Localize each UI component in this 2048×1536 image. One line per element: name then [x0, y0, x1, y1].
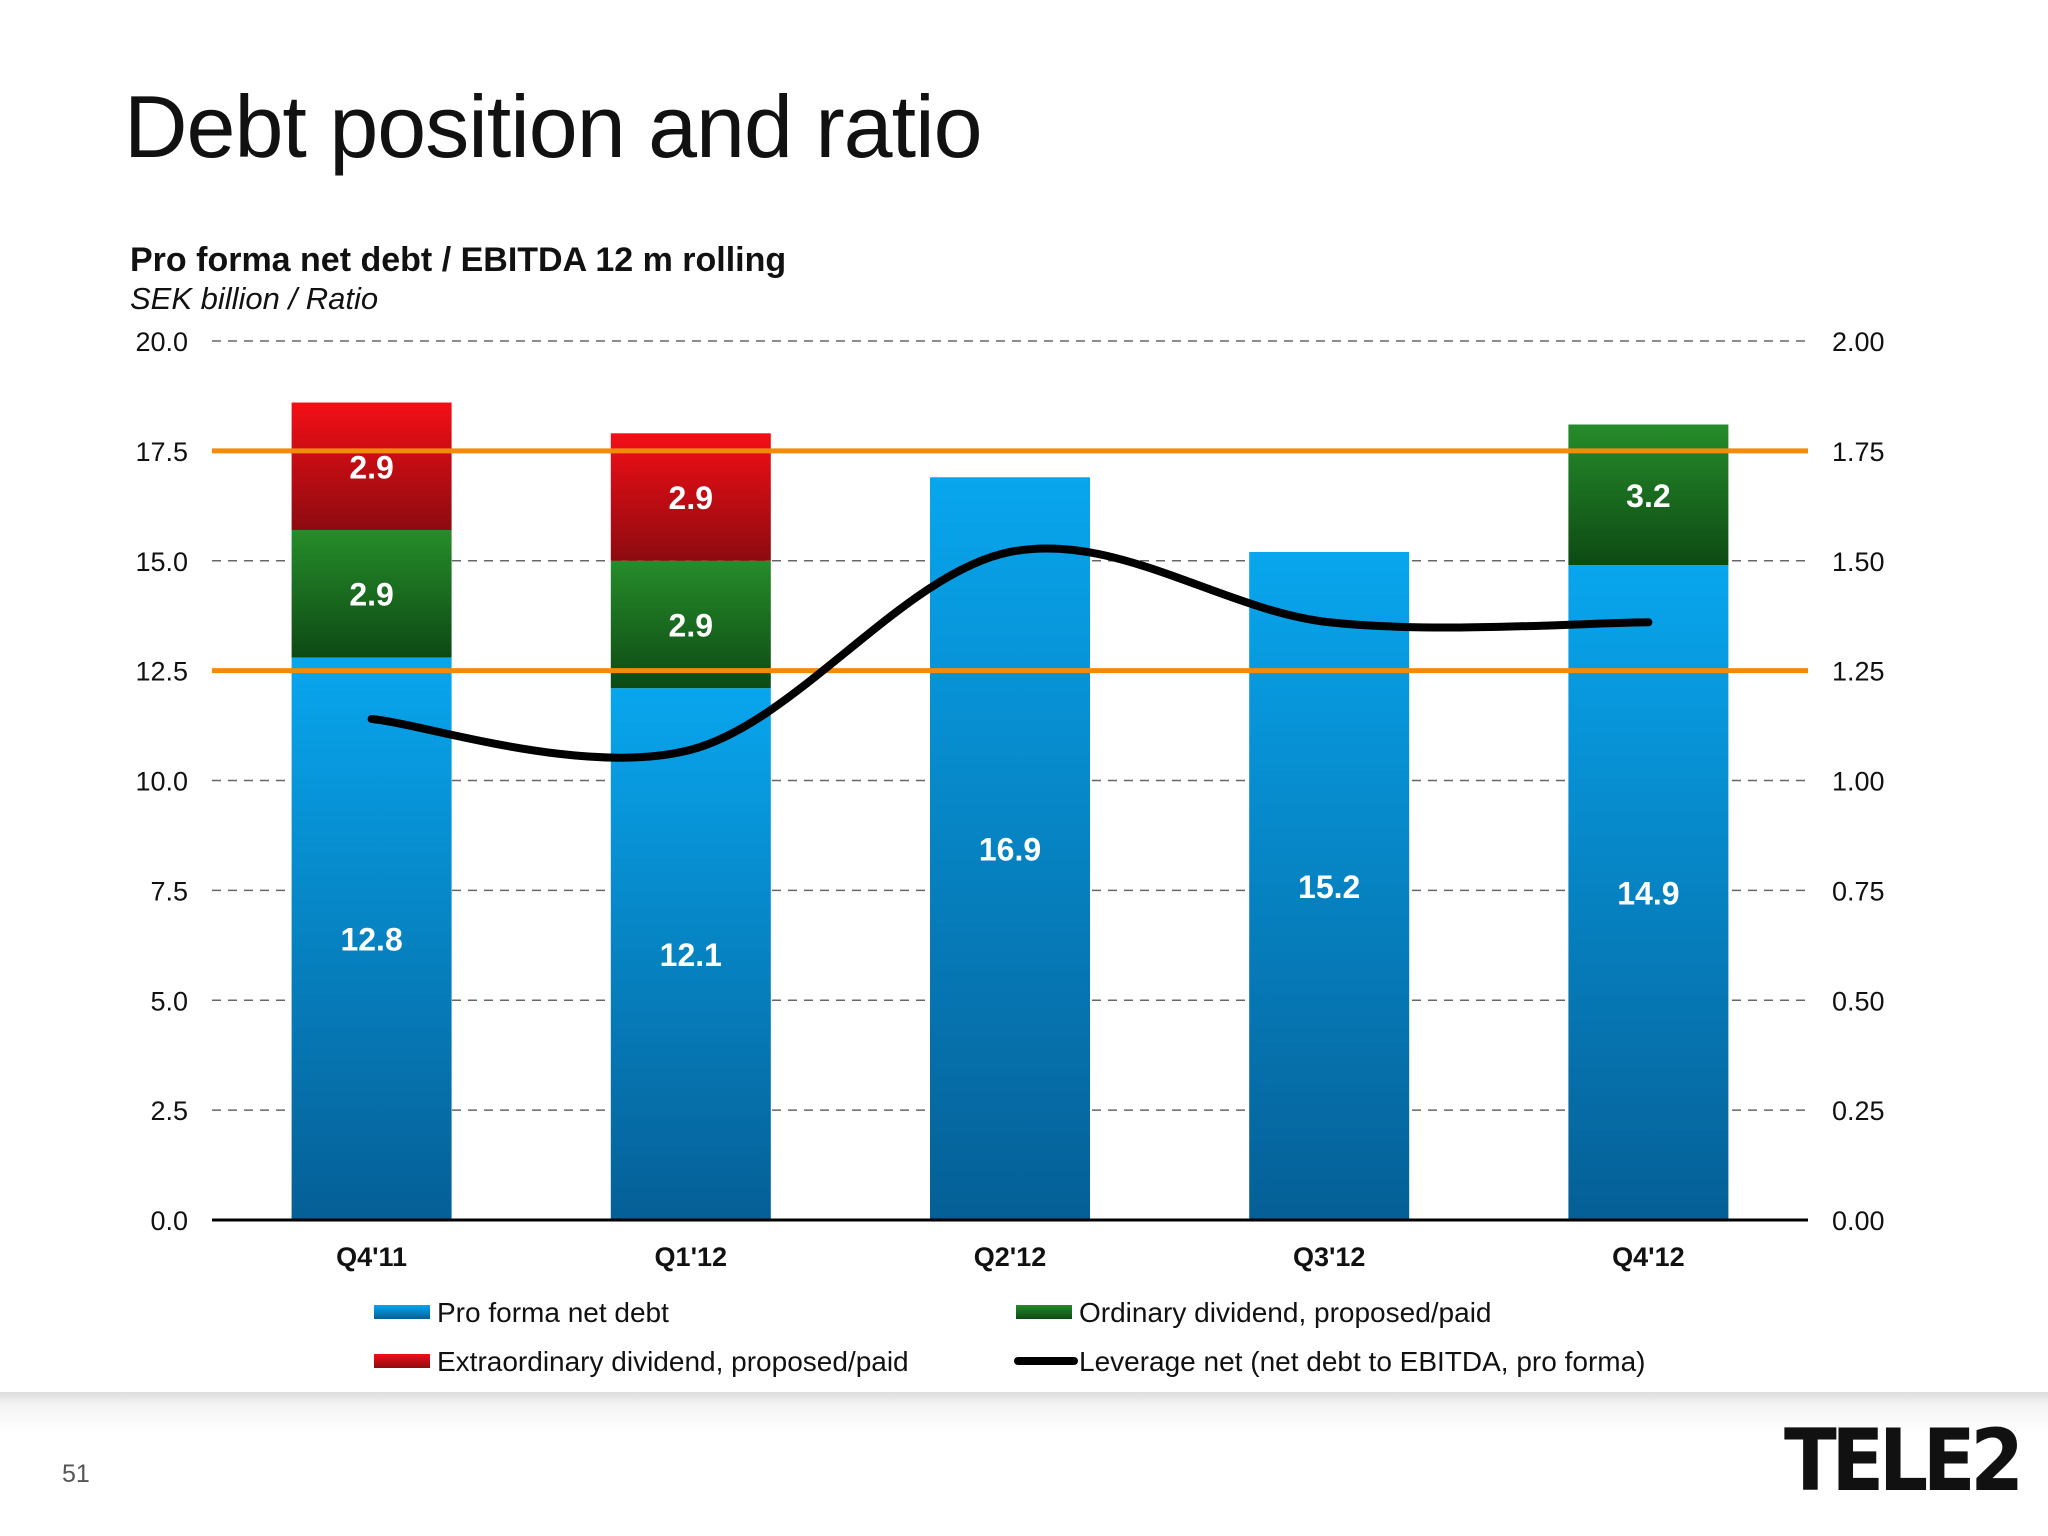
legend-swatch [374, 1354, 430, 1368]
bar-ordinary-dividend [291, 529, 452, 658]
bar-layer [291, 402, 1729, 1220]
y2-tick-label: 1.25 [1832, 657, 1885, 687]
data-label: 2.9 [349, 577, 393, 613]
x-tick-label: Q4'11 [336, 1242, 407, 1272]
legend-item-leverage: Leverage net (net debt to EBITDA, pro fo… [1014, 1346, 1646, 1377]
y2-tick-label: 0.50 [1832, 986, 1885, 1016]
y2-tick-label: 2.00 [1832, 327, 1885, 357]
bar-extraordinary-dividend [291, 402, 452, 530]
legend-item-ordinary-dividend: Ordinary dividend, proposed/paid [1016, 1297, 1491, 1328]
y2-tick-label: 1.00 [1832, 767, 1885, 797]
y-tick-label: 5.0 [150, 986, 188, 1016]
footer-band [0, 1392, 2048, 1536]
y-tick-label: 17.5 [135, 437, 188, 467]
bar-extraordinary-dividend [610, 433, 771, 561]
data-label-layer: 12.8 2.9 2.9 12.1 2.9 2.9 16.9 15.2 14.9 3.2 [340, 449, 1679, 973]
data-label: 12.1 [660, 937, 722, 973]
y-tick-label: 15.0 [135, 547, 188, 577]
legend: Pro forma net debt Ordinary dividend, pro… [374, 1297, 1646, 1377]
legend-label: Extraordinary dividend, proposed/paid [437, 1346, 909, 1377]
slide-title: Debt position and ratio [124, 77, 983, 176]
y-tick-label: 7.5 [150, 876, 188, 906]
bar-ordinary-dividend [1568, 424, 1729, 566]
data-label: 3.2 [1626, 478, 1670, 514]
bar-net-debt [1249, 551, 1410, 1220]
y2-tick-label: 0.25 [1832, 1096, 1885, 1126]
legend-label: Ordinary dividend, proposed/paid [1079, 1297, 1491, 1328]
bar-net-debt [610, 688, 771, 1220]
x-tick-label: Q1'12 [655, 1242, 727, 1272]
data-label: 2.9 [349, 449, 393, 485]
bar-net-debt [930, 477, 1090, 1220]
y-tick-label: 20.0 [135, 327, 188, 357]
debt-ratio-chart: 12.82.92.912.12.92.916.915.2 14.93.2 0.0 0… [135, 327, 1884, 1377]
bar-net-debt [1568, 565, 1729, 1220]
bar-ordinary-dividend [610, 560, 771, 689]
legend-swatch [374, 1305, 430, 1319]
x-tick-label: Q2'12 [974, 1242, 1046, 1272]
y2-tick-label: 1.50 [1832, 547, 1885, 577]
data-label: 14.9 [1617, 876, 1679, 912]
legend-label: Pro forma net debt [437, 1297, 669, 1328]
brand-logo: TELE2 [1784, 1411, 2024, 1511]
page-number: 51 [62, 1460, 90, 1488]
chart-subtitle: SEK billion / Ratio [130, 281, 379, 316]
legend-item-extraordinary-dividend: Extraordinary dividend, proposed/paid [374, 1346, 909, 1377]
leverage-line-layer [367, 544, 1653, 762]
data-label: 16.9 [979, 832, 1041, 868]
chart-title: Pro forma net debt / EBITDA 12 m rolling [130, 241, 787, 279]
x-tick-label: Q4'12 [1612, 1242, 1684, 1272]
bar-net-debt [291, 657, 452, 1220]
y-tick-label: 0.0 [150, 1206, 188, 1236]
y-tick-label: 12.5 [135, 657, 188, 687]
y-tick-label: 10.0 [135, 767, 188, 797]
y2-tick-label: 0.75 [1832, 876, 1885, 906]
data-label: 2.9 [669, 480, 713, 516]
data-label: 15.2 [1298, 869, 1360, 905]
y2-tick-label: 1.75 [1832, 437, 1885, 467]
reference-line-layer [212, 448, 1808, 674]
y-tick-label: 2.5 [150, 1096, 188, 1126]
legend-swatch [1016, 1305, 1072, 1319]
leverage-line [367, 544, 1653, 762]
legend-label: Leverage net (net debt to EBITDA, pro fo… [1079, 1346, 1646, 1377]
axis-layer: 0.0 0.00 2.5 0.25 5.0 0.50 7.5 0.75 10.0 1.00 12.5… [135, 327, 1884, 1272]
legend-item-net-debt: Pro forma net debt [374, 1297, 669, 1328]
x-tick-label: Q3'12 [1293, 1242, 1365, 1272]
data-label: 12.8 [340, 922, 402, 958]
data-label: 2.9 [669, 607, 713, 643]
y2-tick-label: 0.00 [1832, 1206, 1885, 1236]
